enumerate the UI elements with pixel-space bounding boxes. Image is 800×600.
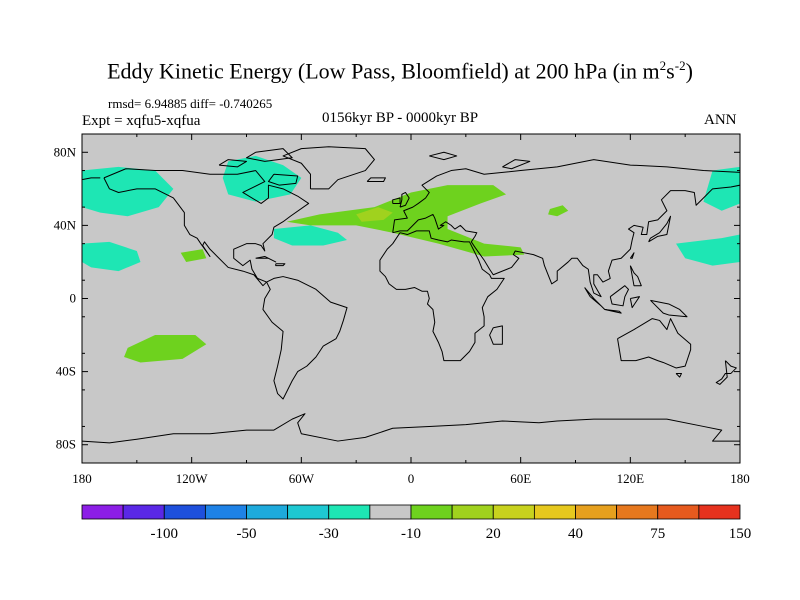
colorbar-swatch xyxy=(657,504,700,520)
experiment-label: Expt = xqfu5-xqfua xyxy=(82,113,201,129)
title-main: Eddy Kinetic Energy (Low Pass, Bloomfiel… xyxy=(107,58,660,84)
title-sup2: -2 xyxy=(674,58,686,73)
coastline xyxy=(502,159,531,170)
colorbar-swatch xyxy=(451,504,494,520)
colorbar-label: 20 xyxy=(486,526,501,542)
coastline xyxy=(617,318,692,369)
lat-label: 80N xyxy=(54,144,77,159)
colorbar-swatch xyxy=(533,504,576,520)
map-plot-area xyxy=(82,134,740,463)
anomaly-region xyxy=(273,225,348,246)
lon-label: 120E xyxy=(617,471,645,486)
anomaly-region xyxy=(356,207,393,222)
lon-label: 120W xyxy=(176,471,209,486)
colorbar-swatch xyxy=(246,504,289,520)
coastline xyxy=(392,159,740,233)
anomaly-regions xyxy=(82,155,740,363)
lon-label: 60E xyxy=(510,471,531,486)
anomaly-region xyxy=(548,205,569,217)
coastline xyxy=(629,265,642,287)
colorbar-label: -50 xyxy=(237,526,257,542)
coastline xyxy=(82,413,740,444)
coastline xyxy=(429,151,458,161)
lon-label: 60W xyxy=(289,471,315,486)
longitude-axis: 180 120W 60W 0 60E 120E 180 xyxy=(72,134,750,486)
coastline xyxy=(103,168,310,287)
lon-label: 180 xyxy=(72,471,92,486)
coastline xyxy=(392,184,740,298)
anomaly-region xyxy=(124,335,207,363)
coastline xyxy=(648,215,672,243)
coastline xyxy=(275,263,286,267)
coastline xyxy=(366,177,386,183)
title-end: ) xyxy=(685,58,693,84)
lat-label: 80S xyxy=(56,437,76,452)
lon-label: 0 xyxy=(408,471,415,486)
colorbar-swatch xyxy=(122,504,165,520)
colorbar-labels: -100 -50 -30 -10 20 40 75 150 xyxy=(151,526,752,542)
anomaly-region xyxy=(82,241,141,272)
coastline xyxy=(489,325,503,345)
colorbar-label: -100 xyxy=(151,526,179,542)
colorbar-swatch xyxy=(492,504,535,520)
coastline xyxy=(629,296,640,309)
colorbar-swatch xyxy=(163,504,206,520)
coastline xyxy=(399,191,410,208)
coastline xyxy=(255,255,277,263)
season-label: ANN xyxy=(704,112,737,128)
colorbar-label: -30 xyxy=(319,526,339,542)
coastline xyxy=(267,173,299,186)
coastline xyxy=(262,276,348,400)
colorbar-swatch xyxy=(616,504,659,520)
lat-label: 40N xyxy=(54,217,77,232)
coastline xyxy=(218,159,247,168)
colorbar xyxy=(81,504,741,520)
colorbar-swatch xyxy=(204,504,247,520)
colorbar-label: 150 xyxy=(729,526,752,542)
anomaly-region xyxy=(286,185,525,257)
coastline xyxy=(629,252,635,259)
anomaly-region xyxy=(703,166,740,211)
coastline xyxy=(584,287,606,310)
coastline xyxy=(650,299,688,318)
coastline xyxy=(379,230,505,362)
lat-label: 40S xyxy=(56,364,76,379)
colorbar-label: -10 xyxy=(401,526,421,542)
latitude-axis: 80N 40N 0 40S 80S xyxy=(54,133,740,464)
coastline xyxy=(282,146,375,190)
period-label: 0156kyr BP - 0000kyr BP xyxy=(322,110,479,126)
colorbar-swatch xyxy=(575,504,618,520)
colorbar-swatch xyxy=(81,504,124,520)
coastline xyxy=(715,360,737,385)
map-background xyxy=(82,134,740,463)
colorbar-swatch xyxy=(328,504,371,520)
anomaly-region xyxy=(180,249,207,262)
anomaly-region xyxy=(676,234,740,266)
colorbar-label: 40 xyxy=(568,526,583,542)
coastline xyxy=(246,148,293,162)
coastline xyxy=(609,285,630,307)
coastline xyxy=(392,197,401,204)
coastlines xyxy=(82,146,740,444)
plot-title: Eddy Kinetic Energy (Low Pass, Bloomfiel… xyxy=(0,58,800,84)
colorbar-swatch xyxy=(369,504,412,520)
coastline xyxy=(675,372,683,378)
coastline xyxy=(604,308,622,314)
lat-label: 0 xyxy=(70,291,77,306)
colorbar-swatch xyxy=(287,504,330,520)
colorbar-label: 75 xyxy=(650,526,665,542)
stats-label: rmsd= 6.94885 diff= -0.740265 xyxy=(108,96,273,111)
colorbar-swatch xyxy=(410,504,453,520)
title-sup1: 2 xyxy=(659,58,667,73)
title-mid: s xyxy=(666,58,675,84)
lon-label: 180 xyxy=(730,471,750,486)
coastline xyxy=(82,177,101,181)
colorbar-swatch xyxy=(698,504,741,520)
